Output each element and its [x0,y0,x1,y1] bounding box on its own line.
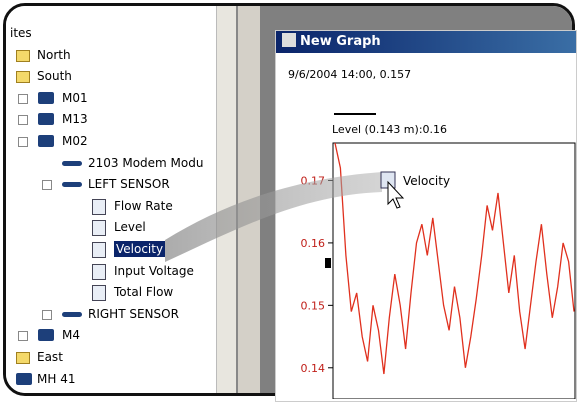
tree-item[interactable]: 2103 Modem Modu [88,155,204,170]
window-icon [282,33,296,47]
drag-shadow [165,172,382,262]
tree-icon [16,372,32,385]
window-title: New Graph [300,34,381,49]
cursor-readout: 9/6/2004 14:00, 0.157 [288,68,412,81]
tree-item[interactable]: North [37,47,71,62]
y-tick-label: 0.16 [301,237,326,250]
tree-item[interactable]: Input Voltage [114,263,194,278]
expander[interactable] [18,115,28,126]
tree-icon [92,198,106,215]
tree-icon [92,285,106,302]
y-tick-label: 0.15 [301,299,326,312]
tree-icon [38,113,54,126]
tree-pane: ites North South M01 M13 M02 2103 Modem Modu LE… [6,6,238,393]
tree-item[interactable]: LEFT SENSOR [88,177,170,192]
title-bar: New Graph [276,31,576,53]
expander[interactable] [42,180,52,191]
tree-item[interactable]: Velocity [114,241,166,257]
tree-icon [92,242,106,258]
tree-icon [92,220,106,237]
tree-icon [62,160,82,166]
tree-icon [16,352,30,364]
tree-icon [38,135,54,147]
tree-item[interactable]: Total Flow [114,285,174,300]
tree-item[interactable]: M02 [62,134,88,148]
data-line [334,142,575,375]
expander[interactable] [18,137,28,147]
expander[interactable] [18,331,28,342]
axis-marker [325,258,331,268]
tree-item[interactable]: M4 [62,328,80,343]
tree-item[interactable]: Level [114,220,146,235]
y-tick-label: 0.14 [301,362,326,375]
cursor [387,180,405,209]
tree-icon [62,182,82,188]
tree-item[interactable]: South [37,69,72,84]
tree-icon [62,311,82,317]
tree-item[interactable]: M13 [62,112,88,127]
expander[interactable] [42,309,52,320]
tree-item[interactable]: East [37,350,63,364]
tree-icon [16,49,30,62]
expander[interactable] [18,93,28,104]
tree-item[interactable]: MH 41 [37,371,76,386]
tree-item[interactable]: Flow Rate [114,198,173,213]
drop-label: Velocity [403,174,450,188]
scrollbar[interactable] [216,6,237,393]
tree-item[interactable]: ites [10,26,32,40]
tree-icon [38,329,54,342]
tree-icon [92,263,106,280]
tree-item[interactable]: M01 [62,90,88,105]
tree-icon [16,71,30,84]
legend-swatch [334,113,376,115]
tree-item[interactable]: RIGHT SENSOR [88,306,179,321]
legend-label: Level (0.143 m):0.16 [332,123,448,136]
tree-icon [38,91,54,104]
